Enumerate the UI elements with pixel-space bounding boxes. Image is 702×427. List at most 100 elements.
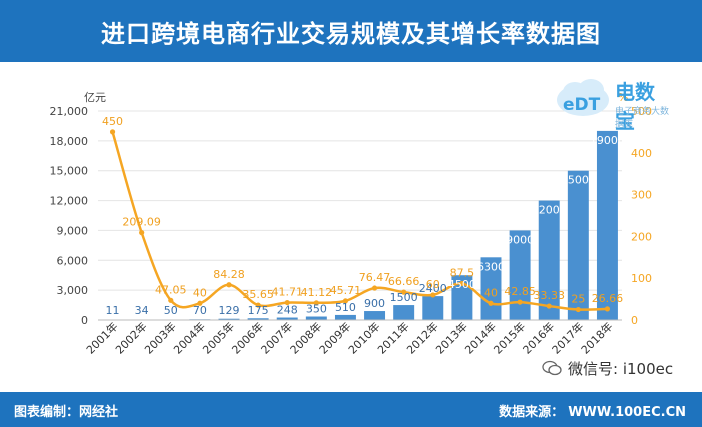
growth-point	[255, 302, 261, 308]
y-right-tick-label: 400	[631, 147, 652, 160]
y-right-tick-label: 300	[631, 189, 652, 202]
bar	[334, 314, 356, 320]
growth-point	[546, 303, 552, 309]
y-right-tick-label: 100	[631, 272, 652, 285]
y-right-tick-label: 500	[631, 105, 652, 118]
y-left-tick-label: 18,000	[50, 135, 89, 148]
bar-value-label: 11	[106, 304, 120, 317]
logo-name: 电数宝	[615, 80, 655, 133]
wechat-badge: 微信号: i100ec	[538, 355, 678, 381]
x-tick-label: 2008年	[287, 319, 324, 356]
x-tick-label: 2014年	[462, 319, 499, 356]
bar-value-label: 510	[335, 301, 356, 314]
growth-value-label: 60	[426, 278, 440, 291]
growth-point	[139, 230, 145, 236]
x-tick-label: 2003年	[141, 319, 178, 356]
logo-mark: eDT	[563, 95, 601, 115]
growth-point	[488, 300, 494, 306]
bar-value-label: 34	[135, 304, 149, 317]
growth-value-label: 209.09	[122, 216, 161, 229]
growth-point	[284, 299, 290, 306]
bar-value-label: 2400	[419, 282, 447, 295]
growth-value-label: 84.28	[213, 268, 245, 281]
x-tick-label: 2011年	[374, 319, 411, 356]
y-left-axis-label: 亿元	[84, 91, 106, 104]
growth-value-label: 76.47	[359, 271, 391, 284]
bar	[364, 311, 386, 320]
growth-point	[197, 300, 203, 306]
growth-value-label: 47.05	[155, 283, 187, 296]
x-tick-label: 2001年	[83, 319, 120, 356]
logo-subtitle: 电子商务大数据库	[615, 107, 670, 130]
bar	[276, 317, 298, 320]
bar-value-label: 50	[164, 304, 178, 317]
y-left-tick-label: 21,000	[50, 105, 89, 118]
page-title: 进口跨境电商行业交易规模及其增长率数据图	[101, 19, 601, 48]
bar	[509, 230, 531, 320]
x-tick-label: 2017年	[549, 319, 586, 356]
growth-value-label: 40	[193, 286, 207, 299]
x-tick-label: 2002年	[112, 319, 149, 356]
x-tick-label: 2007年	[258, 319, 295, 356]
y-left-tick-label: 3,000	[57, 284, 89, 297]
y-left-tick-label: 0	[81, 314, 88, 327]
growth-point	[517, 299, 523, 305]
y-right-axis-label: %	[618, 91, 628, 104]
x-tick-label: 2009年	[316, 319, 353, 356]
y-right-tick-label: 0	[631, 314, 638, 327]
growth-point	[109, 129, 116, 135]
logo: eDT 电数宝 电子商务大数据库	[553, 74, 671, 133]
growth-value-label: 45.71	[330, 284, 362, 297]
y-right-tick-label: 200	[631, 230, 652, 243]
bar	[538, 200, 560, 320]
growth-point	[168, 297, 174, 303]
bar-value-label: 900	[364, 297, 385, 310]
bar-value-label: 70	[193, 304, 207, 317]
growth-point	[313, 300, 319, 306]
source-url: WWW.100EC.CN	[568, 405, 686, 420]
growth-value-label: 35.65	[242, 288, 274, 301]
x-tick-label: 2005年	[200, 319, 237, 356]
bar-value-label: 175	[248, 304, 269, 317]
bar	[422, 296, 444, 320]
bar	[218, 318, 240, 320]
growth-point	[401, 289, 407, 295]
footer: 图表编制：网经社 数据来源： WWW.100EC.CN	[0, 392, 702, 427]
growth-point	[430, 292, 436, 298]
bar-value-label: 248	[277, 304, 298, 317]
data-source: 数据来源： WWW.100EC.CN	[495, 401, 686, 420]
wechat-icon	[542, 360, 562, 376]
chart: 0 3,000 6,000 9,000 12,000 15,000 18,000 21,000…	[50, 91, 653, 357]
wechat-text: 微信号: i100ec	[568, 359, 674, 378]
growth-value-label: 42.85	[504, 285, 536, 298]
y-left-tick-label: 15,000	[50, 165, 89, 178]
source-label: 数据来源：	[499, 405, 565, 420]
y-left-tick-label: 9,000	[57, 224, 89, 237]
y-left-tick-label: 6,000	[57, 254, 89, 267]
growth-point	[604, 306, 611, 312]
growth-point	[226, 282, 232, 288]
bar-value-label: 4500	[448, 278, 476, 291]
x-tick-label: 2004年	[171, 319, 208, 356]
growth-value-label: 450	[102, 115, 123, 128]
growth-value-label: 66.66	[388, 275, 420, 288]
title-bar: 进口跨境电商行业交易规模及其增长率数据图	[0, 0, 702, 62]
growth-value-label: 26.66	[592, 292, 624, 305]
bar	[247, 318, 269, 320]
bar-value-label: 1500	[390, 291, 418, 304]
cloud-logo-icon: eDT	[557, 79, 609, 116]
growth-point	[459, 280, 465, 287]
y-left-tick-label: 12,000	[50, 195, 89, 208]
growth-point	[371, 285, 378, 291]
growth-value-label: 87.5	[450, 266, 475, 279]
bar-value-label: 15000	[561, 174, 596, 187]
bar-value-label: 129	[219, 304, 240, 317]
x-tick-label: 2006年	[229, 319, 266, 356]
x-tick-label: 2013年	[433, 319, 470, 356]
x-tick-label: 2012年	[403, 319, 440, 356]
x-tick-label: 2015年	[491, 319, 528, 356]
x-tick-label: 2018年	[578, 319, 615, 356]
growth-point	[575, 306, 581, 313]
growth-point	[342, 298, 349, 304]
bar-value-label: 350	[306, 303, 327, 316]
